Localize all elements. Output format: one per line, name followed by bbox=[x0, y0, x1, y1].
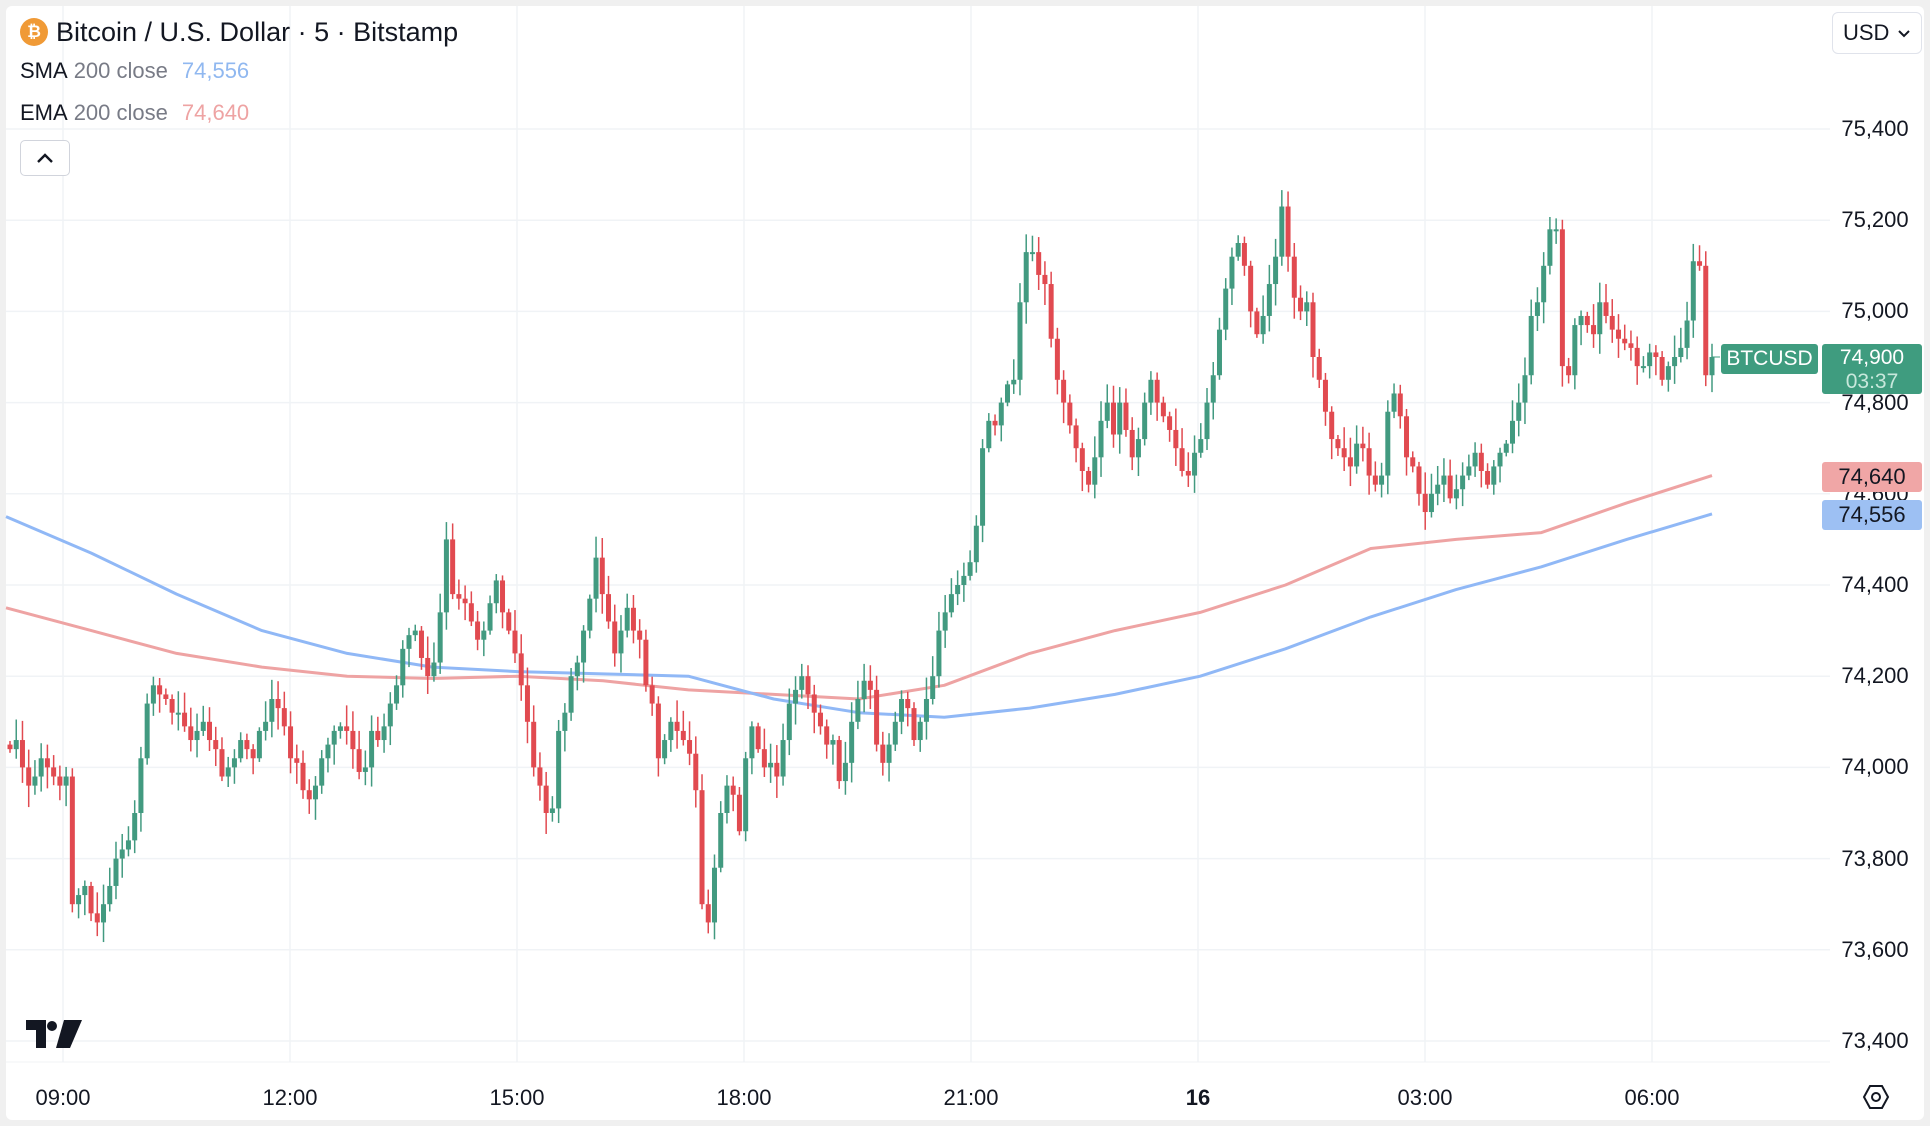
settings-hexagon-icon bbox=[1862, 1085, 1890, 1109]
candles bbox=[7, 190, 1720, 943]
symbol-tag: BTCUSD bbox=[1721, 344, 1818, 374]
price-tick-label: 73,600 bbox=[1841, 936, 1909, 962]
currency-selector[interactable]: USD bbox=[1832, 12, 1922, 54]
symbol-title-row: ₿ Bitcoin / U.S. Dollar · 5 · Bitstamp bbox=[20, 14, 458, 50]
time-tick-label: 03:00 bbox=[1397, 1085, 1453, 1110]
indicator-params: 200 close bbox=[73, 100, 168, 125]
chart-frame bbox=[6, 6, 1924, 1120]
indicator-name: EMA bbox=[20, 100, 68, 125]
time-tick-label: 15:00 bbox=[489, 1085, 545, 1110]
chevron-up-icon bbox=[37, 153, 53, 163]
tradingview-logo[interactable] bbox=[26, 1020, 82, 1053]
price-tick-label: 74,000 bbox=[1841, 754, 1909, 780]
ema-price-tag: 74,640 bbox=[1822, 462, 1922, 492]
time-tick-label: 12:00 bbox=[262, 1085, 318, 1110]
last-price-tag: 74,900 03:37 bbox=[1822, 344, 1922, 394]
price-tick-label: 75,400 bbox=[1841, 116, 1909, 141]
chart-legend: ₿ Bitcoin / U.S. Dollar · 5 · Bitstamp S… bbox=[20, 14, 458, 176]
time-tick-label: 16 bbox=[1185, 1085, 1211, 1110]
time-tick-label: 18:00 bbox=[716, 1085, 772, 1110]
grid-lines bbox=[6, 6, 1830, 1062]
time-tick-label: 09:00 bbox=[35, 1085, 91, 1110]
time-tick-label: 21:00 bbox=[943, 1085, 999, 1110]
price-tick-label: 73,800 bbox=[1841, 845, 1909, 871]
indicator-params: 200 close bbox=[73, 58, 168, 83]
symbol-title: Bitcoin / U.S. Dollar · 5 · Bitstamp bbox=[56, 16, 459, 47]
sma-line bbox=[5, 512, 1713, 719]
indicator-value: 74,640 bbox=[181, 100, 250, 125]
last-price: 74,900 bbox=[1839, 346, 1905, 369]
bitcoin-icon: ₿ bbox=[20, 18, 48, 46]
chart-settings-button[interactable] bbox=[1862, 1083, 1890, 1116]
indicator-sma[interactable]: SMA 200 close 74,556 bbox=[20, 50, 458, 92]
price-tick-label: 74,200 bbox=[1841, 663, 1909, 689]
indicator-ema[interactable]: EMA 200 close 74,640 bbox=[20, 92, 458, 134]
chevron-down-icon bbox=[1898, 30, 1910, 38]
indicator-name: SMA bbox=[20, 58, 68, 83]
price-tick-label: 73,400 bbox=[1841, 1028, 1909, 1053]
bar-countdown: 03:37 bbox=[1845, 370, 1899, 393]
tradingview-logo-icon bbox=[26, 1020, 82, 1048]
time-tick-label: 06:00 bbox=[1624, 1085, 1680, 1110]
indicator-value: 74,556 bbox=[181, 58, 250, 83]
price-tick-label: 75,200 bbox=[1841, 207, 1909, 233]
price-tick-label: 75,000 bbox=[1841, 298, 1909, 324]
currency-label: USD bbox=[1843, 20, 1890, 45]
collapse-legend-button[interactable] bbox=[20, 140, 70, 176]
sma-price-tag: 74,556 bbox=[1822, 500, 1922, 530]
price-tick-label: 74,400 bbox=[1841, 572, 1909, 597]
